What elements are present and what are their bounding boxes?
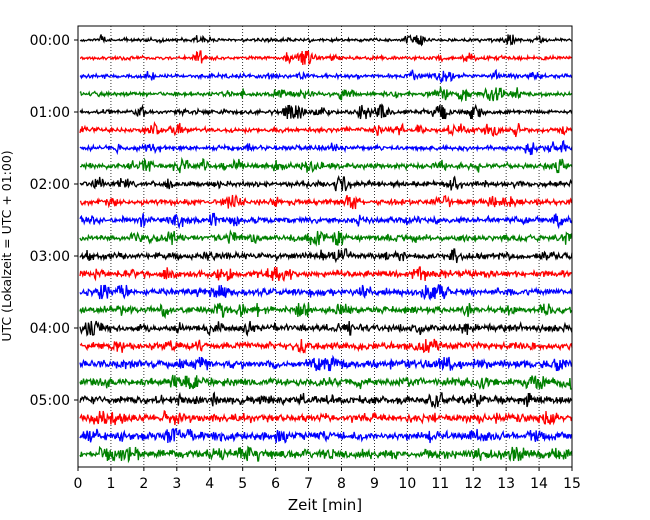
seismic-trace <box>79 374 572 390</box>
seismic-trace <box>79 428 573 444</box>
seismic-trace <box>79 284 573 301</box>
y-tick-label: 00:00 <box>30 33 70 49</box>
x-axis: 0 1 2 3 4 5 6 7 8 9 10 11 12 13 14 15 <box>74 467 581 492</box>
seismic-trace <box>79 320 573 337</box>
x-tick-label: 9 <box>370 476 379 492</box>
seismic-trace <box>79 175 573 192</box>
seismic-trace <box>79 409 573 426</box>
seismic-trace <box>79 68 573 83</box>
seismic-trace <box>79 391 573 410</box>
seismic-trace <box>79 266 573 283</box>
seismic-trace <box>79 445 573 464</box>
seismic-trace <box>79 302 573 320</box>
x-tick-label: 0 <box>74 476 83 492</box>
seismic-traces <box>79 34 573 464</box>
seismic-trace <box>79 50 573 66</box>
y-axis: 00:00 01:00 02:00 03:00 04:00 05:00 <box>30 33 78 409</box>
x-tick-label: 12 <box>464 476 482 492</box>
seismic-trace <box>79 139 573 156</box>
x-axis-label: Zeit [min] <box>288 496 362 514</box>
y-tick-label: 05:00 <box>30 393 70 409</box>
seismic-trace <box>79 338 573 354</box>
x-tick-label: 13 <box>497 476 515 492</box>
x-tick-label: 5 <box>238 476 247 492</box>
x-tick-label: 15 <box>563 476 581 492</box>
seismic-trace <box>79 86 573 103</box>
x-tick-label: 7 <box>304 476 313 492</box>
y-tick-label: 04:00 <box>30 321 70 337</box>
x-tick-label: 8 <box>337 476 346 492</box>
x-tick-label: 11 <box>431 476 449 492</box>
seismic-trace <box>79 120 573 138</box>
x-tick-label: 1 <box>106 476 115 492</box>
seismic-trace <box>79 229 573 247</box>
seismic-trace <box>79 156 573 174</box>
x-tick-label: 3 <box>172 476 181 492</box>
plot-frame <box>77 25 573 468</box>
x-tick-label: 2 <box>139 476 148 492</box>
seismic-trace <box>79 212 573 230</box>
seismic-trace <box>79 194 573 210</box>
x-tick-label: 14 <box>530 476 548 492</box>
x-tick-label: 4 <box>205 476 214 492</box>
seismic-trace <box>79 34 573 47</box>
y-tick-label: 01:00 <box>30 105 70 121</box>
y-tick-label: 03:00 <box>30 249 70 265</box>
x-tick-label: 6 <box>271 476 280 492</box>
y-tick-label: 02:00 <box>30 177 70 193</box>
seismic-trace <box>79 354 573 372</box>
x-tick-label: 10 <box>398 476 416 492</box>
y-axis-label: UTC (Lokalzeit = UTC + 01:00) <box>0 150 14 341</box>
seismic-trace <box>79 103 573 120</box>
seismic-trace <box>79 248 573 264</box>
